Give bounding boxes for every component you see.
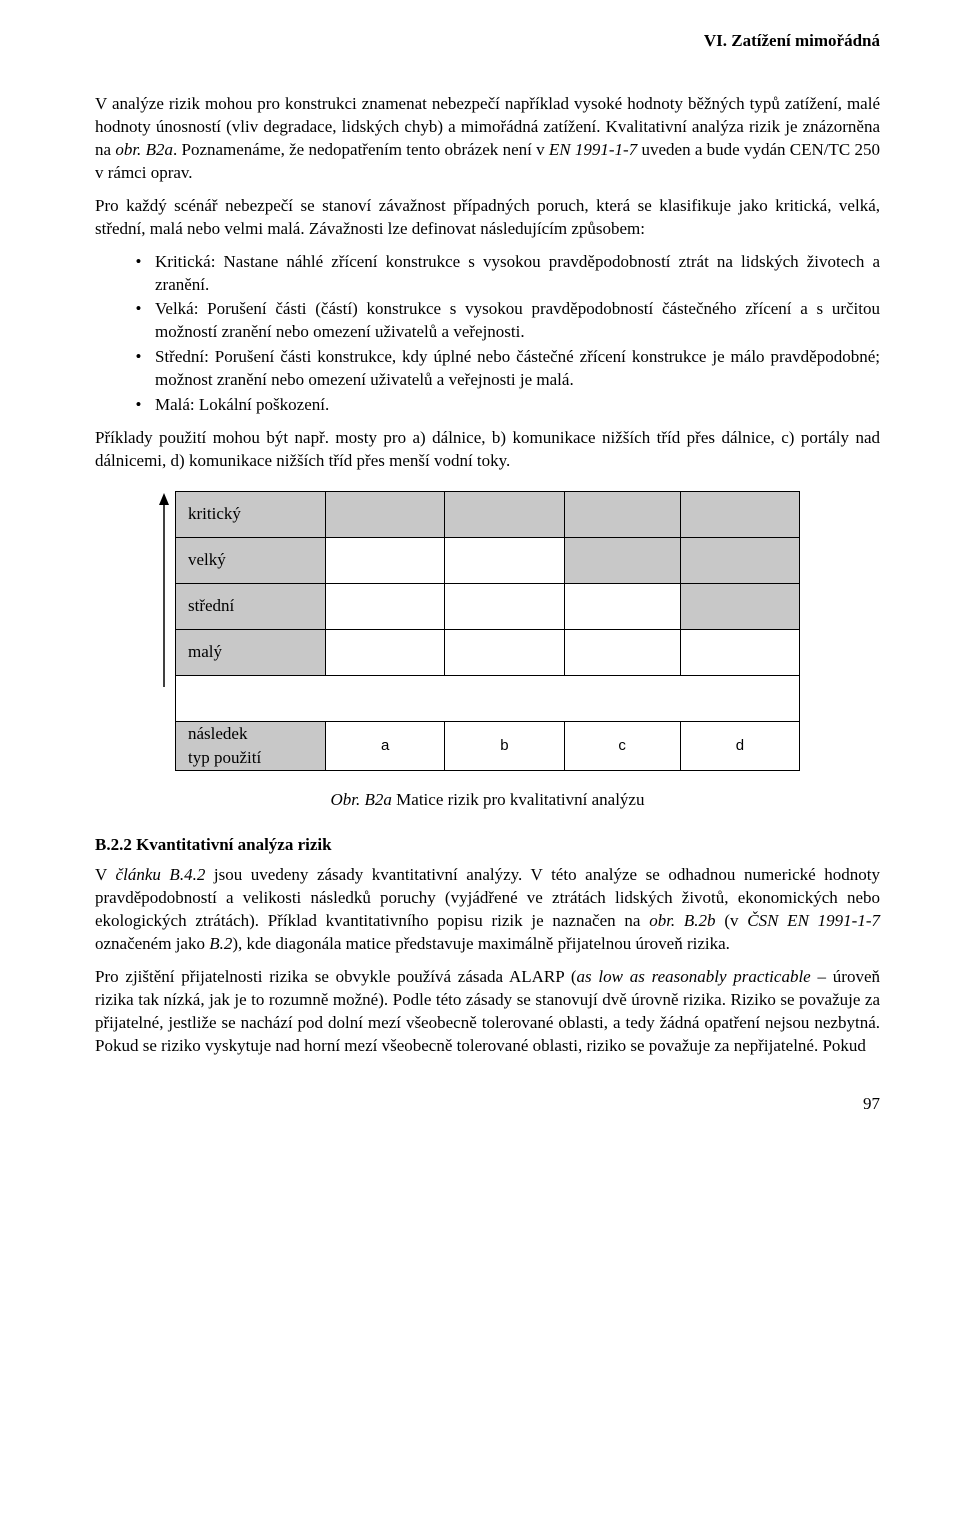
para-1-b: . Poznamenáme, že nedopatřením tento obr…: [173, 140, 549, 159]
matrix-cell: [445, 538, 564, 584]
p4-ref3: ČSN EN 1991-1-7: [747, 911, 880, 930]
para-1-ref1: obr. B2a: [115, 140, 173, 159]
x-axis-label: d: [680, 722, 799, 771]
axis-y-title: následek: [188, 724, 247, 743]
matrix-cell: [445, 630, 564, 676]
list-item: Malá: Lokální poškození.: [150, 394, 880, 417]
x-axis-label: b: [445, 722, 564, 771]
p4e: ), kde diagonála matice představuje maxi…: [232, 934, 730, 953]
axis-corner-label: následek typ použití: [176, 722, 326, 771]
list-item: Kritická: Nastane náhlé zřícení konstruk…: [150, 251, 880, 297]
table-row: velký: [176, 538, 800, 584]
p4-ref4: B.2: [209, 934, 232, 953]
matrix-cell: [445, 492, 564, 538]
axis-x-title: typ použití: [188, 748, 261, 767]
x-axis-label: c: [564, 722, 680, 771]
table-row: malý: [176, 630, 800, 676]
para-4: V článku B.4.2 jsou uvedeny zásady kvant…: [95, 864, 880, 956]
matrix-cell: [564, 492, 680, 538]
list-item: Střední: Porušení části konstrukce, kdy …: [150, 346, 880, 392]
p4d: označeném jako: [95, 934, 209, 953]
table-row: střední: [176, 584, 800, 630]
section-heading: B.2.2 Kvantitativní analýza rizik: [95, 834, 880, 857]
row-label: malý: [176, 630, 326, 676]
matrix-cell: [564, 584, 680, 630]
para-3: Příklady použití mohou být např. mosty p…: [95, 427, 880, 473]
matrix-cell: [326, 630, 445, 676]
p5-it: as low as reasonably practicable: [576, 967, 810, 986]
matrix-cell: [326, 584, 445, 630]
row-label: střední: [176, 584, 326, 630]
matrix-cell: [326, 538, 445, 584]
matrix-cell: [680, 584, 799, 630]
para-1-ref2: EN 1991-1-7: [549, 140, 637, 159]
x-axis-label: a: [326, 722, 445, 771]
p4-ref1: článku B.4.2: [116, 865, 206, 884]
caption-text: Matice rizik pro kvalitativní analýzu: [392, 790, 645, 809]
para-5: Pro zjištění přijatelnosti rizika se obv…: [95, 966, 880, 1058]
p5a: Pro zjištění přijatelnosti rizika se obv…: [95, 967, 576, 986]
matrix-cell: [564, 538, 680, 584]
severity-bullet-list: Kritická: Nastane náhlé zřícení konstruk…: [95, 251, 880, 418]
table-row: kritický: [176, 492, 800, 538]
matrix-cell: [680, 538, 799, 584]
matrix-cell: [564, 630, 680, 676]
p4c: (v: [716, 911, 748, 930]
y-axis-arrow-icon: [155, 491, 173, 689]
spacer-row: [176, 676, 800, 722]
page-number: 97: [95, 1093, 880, 1116]
matrix-cell: [326, 492, 445, 538]
matrix-cell: [680, 630, 799, 676]
list-item: Velká: Porušení části (částí) konstrukce…: [150, 298, 880, 344]
matrix-cell: [680, 492, 799, 538]
para-2: Pro každý scénář nebezpečí se stanoví zá…: [95, 195, 880, 241]
para-1: V analýze rizik mohou pro konstrukci zna…: [95, 93, 880, 185]
axis-label-row: následek typ použití a b c d: [176, 722, 800, 771]
p4-ref2: obr. B.2b: [649, 911, 715, 930]
row-label: velký: [176, 538, 326, 584]
risk-matrix-figure: kritický velký střední malý: [175, 491, 800, 771]
caption-ref: Obr. B2a: [331, 790, 392, 809]
figure-caption: Obr. B2a Matice rizik pro kvalitativní a…: [95, 789, 880, 812]
row-label: kritický: [176, 492, 326, 538]
risk-matrix-table: kritický velký střední malý: [175, 491, 800, 771]
running-header: VI. Zatížení mimořádná: [95, 30, 880, 53]
p4a: V: [95, 865, 116, 884]
matrix-cell: [445, 584, 564, 630]
